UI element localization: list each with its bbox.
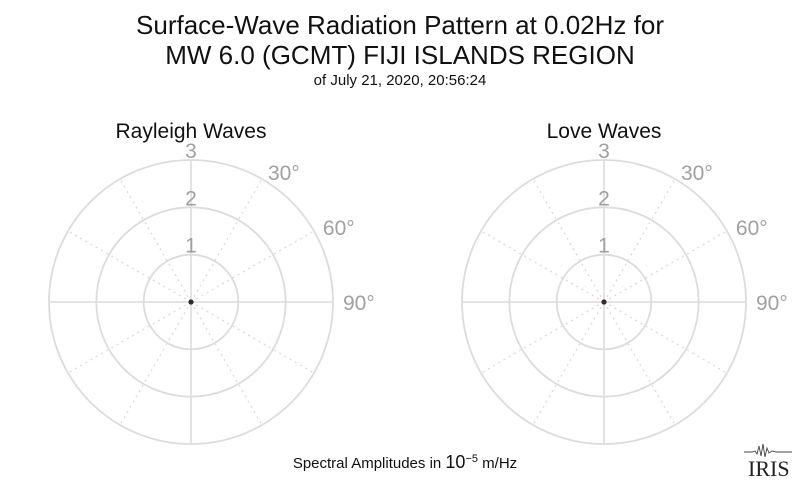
rayleigh-waves-angular-gridline <box>119 178 192 303</box>
rayleigh-waves-data-point <box>188 299 194 305</box>
rayleigh-waves-angle-tick-label: 60° <box>323 217 355 240</box>
love-waves-title: Love Waves <box>547 120 662 143</box>
rayleigh-waves-angular-gridline <box>190 301 263 426</box>
rayleigh-waves-angular-gridline <box>67 230 192 303</box>
chart-title-line-2: MW 6.0 (GCMT) FIJI ISLANDS REGION <box>165 40 635 70</box>
rayleigh-waves-angular-gridline <box>67 301 192 374</box>
rayleigh-waves-radial-tick-label: 3 <box>185 140 197 163</box>
love-waves-radial-tick-label: 2 <box>598 187 610 210</box>
love-waves-angular-gridline <box>603 230 728 303</box>
love-waves-angular-gridline <box>480 230 605 303</box>
rayleigh-waves-angular-gridline <box>190 301 315 374</box>
love-waves-angle-tick-label: 60° <box>736 217 768 240</box>
iris-logo: IRIS <box>742 440 794 484</box>
love-waves-angular-gridline <box>603 178 676 303</box>
love-waves-angular-gridline <box>603 301 676 426</box>
chart-title-line-1: Surface-Wave Radiation Pattern at 0.02Hz… <box>136 10 664 40</box>
rayleigh-waves-angular-gridline <box>190 230 315 303</box>
caption-exponent: −5 <box>465 453 478 465</box>
rayleigh-waves-angle-tick-label: 30° <box>268 162 300 185</box>
love-waves-angular-gridline <box>603 301 728 374</box>
amplitude-units-caption: Spectral Amplitudes in 10−5 m/Hz <box>0 452 800 473</box>
iris-wordmark: IRIS <box>748 456 790 481</box>
rayleigh-waves-radial-tick-label: 2 <box>185 187 197 210</box>
caption-base: 10 <box>445 452 466 472</box>
chart-title-block: Surface-Wave Radiation Pattern at 0.02Hz… <box>0 10 800 91</box>
rayleigh-waves-title: Rayleigh Waves <box>116 120 267 143</box>
caption-suffix: m/Hz <box>477 455 518 472</box>
rayleigh-waves-angular-gridline <box>119 301 192 426</box>
rayleigh-waves-radial-gridline <box>142 253 240 351</box>
love-waves-radial-gridline <box>555 253 653 351</box>
love-waves-data-point <box>601 299 607 305</box>
love-waves-angular-gridline <box>532 301 605 426</box>
rayleigh-waves-radial-tick-label: 1 <box>185 235 197 258</box>
caption-prefix: Spectral Amplitudes in <box>292 455 446 472</box>
rayleigh-waves-angular-gridline <box>190 178 263 303</box>
love-waves-radial-gridline <box>508 206 700 398</box>
chart-subtitle: of July 21, 2020, 20:56:24 <box>313 72 487 89</box>
seismogram-icon <box>744 443 792 458</box>
love-waves-angle-tick-label: 90° <box>756 292 788 315</box>
love-waves-radial-tick-label: 3 <box>598 140 610 163</box>
love-waves-angular-gridline <box>532 178 605 303</box>
love-waves-radial-tick-label: 1 <box>598 235 610 258</box>
love-waves-angular-gridline <box>480 301 605 374</box>
rayleigh-waves-radial-gridline <box>48 159 334 445</box>
love-waves-angle-tick-label: 30° <box>681 162 713 185</box>
rayleigh-waves-angle-tick-label: 90° <box>343 292 375 315</box>
love-waves-radial-gridline <box>461 159 747 445</box>
rayleigh-waves-radial-gridline <box>95 206 287 398</box>
